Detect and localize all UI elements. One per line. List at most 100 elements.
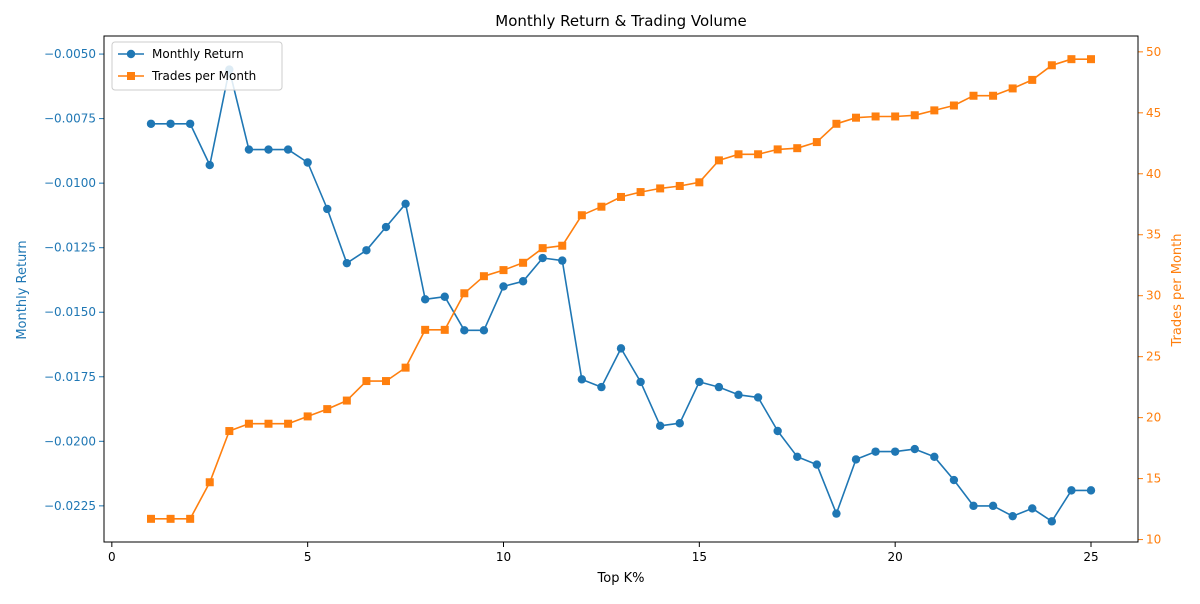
trades-per-month-point <box>597 202 606 211</box>
monthly-return-point <box>499 282 508 291</box>
trades-per-month-point <box>812 138 821 147</box>
monthly-return-point <box>812 460 822 469</box>
trades-per-month-point <box>284 419 293 428</box>
trades-per-month-point <box>538 244 547 253</box>
monthly-return-point <box>323 204 332 214</box>
monthly-return-point <box>283 145 293 154</box>
trades-per-month-point <box>577 211 586 220</box>
trades-per-month-point <box>186 514 195 523</box>
monthly-return-point <box>695 377 704 387</box>
monthly-return-point <box>871 447 880 456</box>
trades-per-month-point <box>558 241 567 250</box>
trades-per-month-point <box>675 181 684 190</box>
trades-per-month-point <box>949 101 958 110</box>
legend-label: Trades per Month <box>151 69 256 83</box>
monthly-return-point <box>930 452 939 462</box>
plot-area: 0 5 10 15 20 25 −0.0225 −0.0200 −0.0175 −0.0150 −0… <box>44 35 1161 564</box>
left-tick-label: −0.0150 <box>44 305 96 319</box>
monthly-return-point <box>636 377 645 387</box>
left-tick-label: −0.0175 <box>44 370 96 384</box>
right-tick-label: 15 <box>1146 472 1161 486</box>
trades-per-month-point <box>969 91 978 100</box>
trades-per-month-point <box>479 272 488 281</box>
trades-per-month-point <box>891 112 900 121</box>
trades-per-month-point <box>382 377 390 386</box>
x-tick-label: 15 <box>692 550 707 564</box>
trades-per-month-point <box>734 150 743 159</box>
trades-per-month-point <box>754 150 763 159</box>
left-tick-label: −0.0200 <box>44 434 96 448</box>
trades-per-month-point <box>303 412 312 421</box>
monthly-return-point <box>479 326 489 335</box>
trades-per-month-point <box>852 113 860 122</box>
trades-per-month-point <box>714 156 723 165</box>
monthly-return-point <box>753 393 763 402</box>
left-tick-label: −0.0125 <box>44 241 96 255</box>
right-tick-label: 30 <box>1146 289 1161 303</box>
right-axis-label: Trades per Month <box>1170 234 1185 348</box>
right-tick-label: 10 <box>1146 533 1161 547</box>
x-tick-label: 10 <box>496 550 511 564</box>
trades-per-month-point <box>617 192 625 201</box>
legend-box <box>111 41 283 91</box>
monthly-return-point <box>185 119 195 128</box>
monthly-return-point <box>420 295 430 304</box>
monthly-return-point <box>166 119 175 128</box>
monthly-return-point <box>969 501 978 511</box>
trades-per-month-point <box>1008 84 1017 93</box>
left-tick-label: −0.0225 <box>44 499 96 513</box>
legend-square-marker <box>127 72 135 80</box>
monthly-return-point <box>910 444 919 454</box>
monthly-return-point <box>655 421 665 431</box>
trades-per-month-point <box>832 119 841 128</box>
trades-per-month-point <box>166 514 175 523</box>
trades-per-month-point <box>930 106 939 115</box>
trades-per-month-point <box>1028 75 1037 84</box>
right-tick-label: 20 <box>1146 411 1161 425</box>
right-tick-label: 35 <box>1146 228 1161 242</box>
monthly-return-point <box>1047 517 1057 526</box>
right-tick-label: 50 <box>1146 45 1161 59</box>
monthly-return-point <box>675 419 684 428</box>
monthly-return-point <box>558 256 567 265</box>
trades-per-month-point <box>460 289 469 298</box>
monthly-return-point <box>244 145 254 154</box>
monthly-return-point <box>988 501 998 511</box>
monthly-return-point <box>577 375 587 384</box>
monthly-return-point <box>538 253 547 263</box>
monthly-return-point <box>381 222 391 232</box>
plot-frame <box>103 35 1139 543</box>
trades-per-month-point <box>989 91 998 100</box>
monthly-return-point <box>714 382 724 392</box>
monthly-return-point <box>734 390 743 400</box>
monthly-return-point <box>362 246 371 255</box>
trades-per-month-point <box>205 478 214 487</box>
monthly-return-point <box>342 258 352 268</box>
trades-per-month-point <box>499 266 508 275</box>
trades-per-month-point <box>1047 61 1056 70</box>
x-tick-label: 25 <box>1083 550 1098 564</box>
monthly-return-point <box>616 344 626 353</box>
monthly-return-point <box>460 326 469 335</box>
monthly-return-point <box>401 199 410 209</box>
monthly-return-point <box>303 158 312 167</box>
right-tick-label: 25 <box>1146 350 1161 364</box>
monthly-return-point <box>773 426 782 436</box>
legend: Monthly Return Trades per Month <box>111 41 283 91</box>
chart-title: Monthly Return & Trading Volume <box>495 12 746 30</box>
trades-per-month-point <box>401 363 410 372</box>
trades-per-month-point <box>147 514 155 523</box>
monthly-return-point <box>1028 504 1037 513</box>
trades-per-month-point <box>1067 55 1076 64</box>
trades-per-month-point <box>695 178 704 187</box>
trades-per-month-point <box>323 405 332 414</box>
trades-per-month-point <box>519 258 528 267</box>
trades-per-month-point <box>264 419 273 428</box>
monthly-return-point <box>146 119 156 128</box>
monthly-return-point <box>949 475 959 485</box>
trades-per-month-point <box>910 111 919 120</box>
legend-circle-marker <box>126 49 136 59</box>
x-tick-label: 5 <box>304 550 312 564</box>
x-axis-label: Top K% <box>597 571 645 586</box>
